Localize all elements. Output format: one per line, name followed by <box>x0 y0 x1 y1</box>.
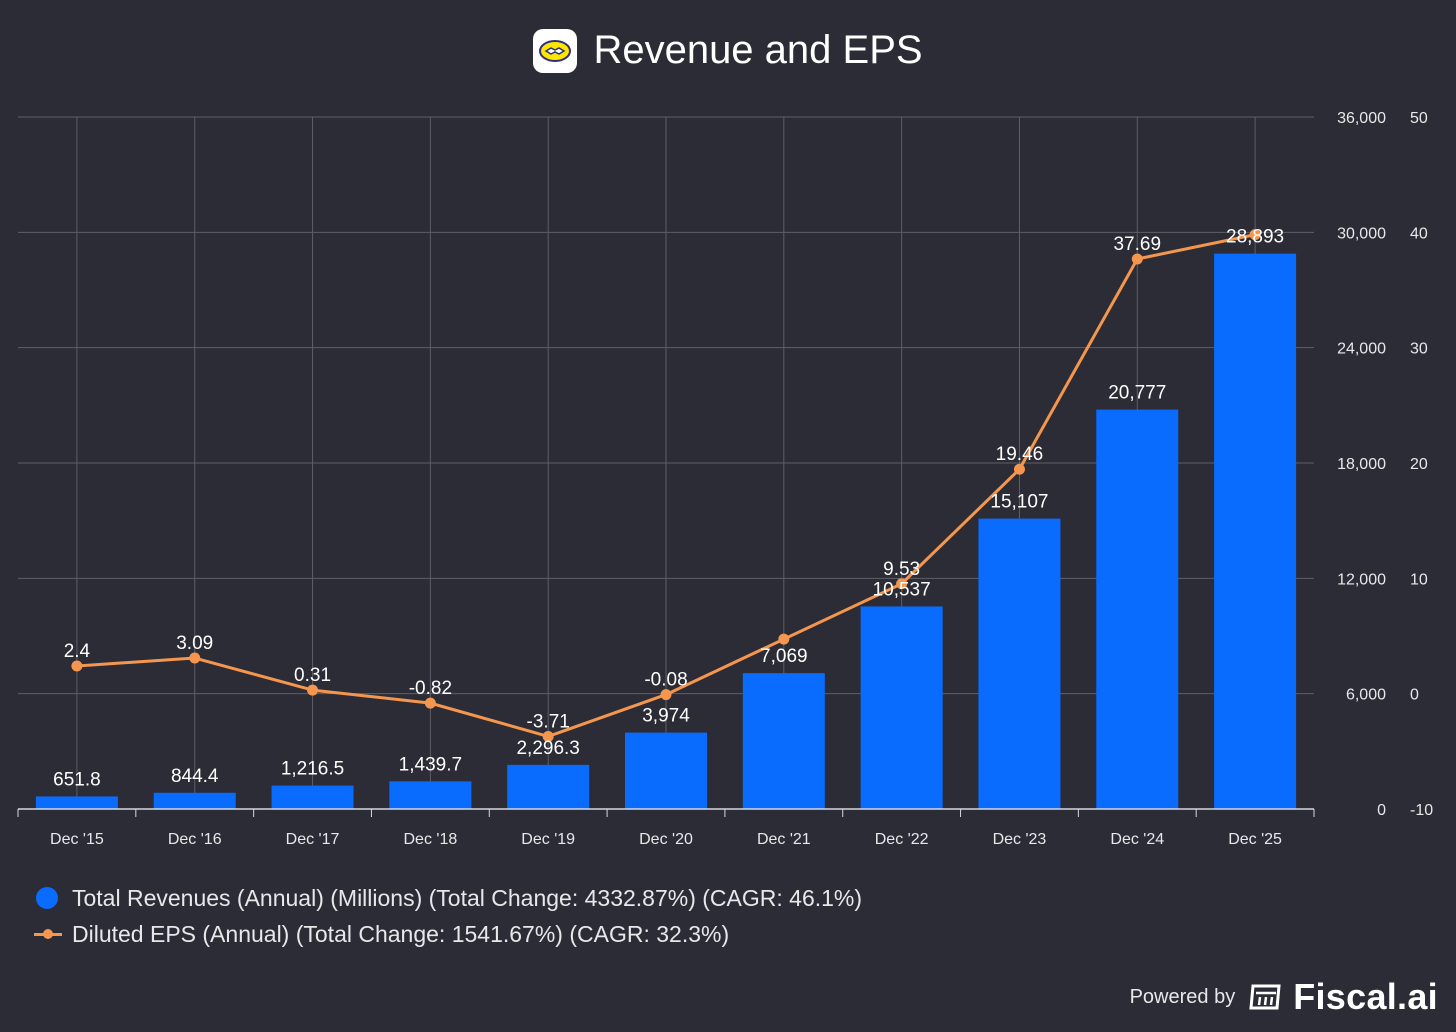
x-tick-label: Dec '21 <box>757 831 811 848</box>
eps-point <box>1249 229 1261 241</box>
x-tick-label: Dec '20 <box>639 831 693 848</box>
revenue-eps-chart: 0 6,000 12,000 18,000 24,000 30,000 36,000 -10 0… <box>17 110 1433 848</box>
legend-item-eps[interactable]: Diluted EPS (Annual) (Total Change: 1541… <box>34 916 862 952</box>
y-right-tick-label: 50 <box>1410 110 1428 127</box>
revenue-bar <box>1096 409 1179 809</box>
eps-point <box>307 684 319 696</box>
legend-item-revenues[interactable]: Total Revenues (Annual) (Millions) (Tota… <box>34 880 862 916</box>
x-tick-label: Dec '16 <box>168 831 222 848</box>
eps-data-label: 3.09 <box>176 633 213 654</box>
eps-point <box>424 697 436 709</box>
legend-swatch-line-icon <box>34 928 62 939</box>
y-left-tick-label: 12,000 <box>1337 571 1386 588</box>
y-left-tick-label: 36,000 <box>1337 110 1386 127</box>
eps-point <box>896 578 908 590</box>
eps-data-label: 0.31 <box>294 665 331 686</box>
eps-point <box>71 660 83 672</box>
revenue-bar <box>742 673 825 809</box>
y-right-tick-label: 20 <box>1410 456 1428 473</box>
revenue-bar <box>153 792 236 809</box>
eps-point <box>189 652 201 664</box>
legend-label-revenues: Total Revenues (Annual) (Millions) (Tota… <box>72 884 863 911</box>
y-left-tick-label: 6,000 <box>1346 687 1386 704</box>
revenue-bar <box>507 764 590 809</box>
x-tick-label: Dec '23 <box>993 831 1047 848</box>
revenue-data-label: 20,777 <box>1108 383 1166 404</box>
eps-point <box>660 689 672 701</box>
fiscal-logo-icon <box>1249 984 1281 1010</box>
revenue-bar <box>271 785 354 809</box>
company-logo-icon <box>533 28 578 73</box>
footer-attribution: Powered by Fiscal.ai <box>1130 976 1438 1018</box>
revenue-bar <box>389 781 472 809</box>
eps-data-label: 19.46 <box>996 444 1044 465</box>
x-tick-label: Dec '25 <box>1228 831 1282 848</box>
eps-data-label: 37.69 <box>1113 234 1161 255</box>
chart-legend: Total Revenues (Annual) (Millions) (Tota… <box>34 880 862 952</box>
eps-point <box>542 730 554 742</box>
x-tick-label: Dec '22 <box>875 831 929 848</box>
legend-label-eps: Diluted EPS (Annual) (Total Change: 1541… <box>72 920 730 947</box>
x-tick-label: Dec '19 <box>521 831 575 848</box>
eps-data-label: -3.71 <box>527 711 570 732</box>
revenue-data-label: 2,296.3 <box>516 738 579 759</box>
y-left-tick-label: 30,000 <box>1337 225 1386 242</box>
eps-point <box>1131 253 1143 265</box>
revenue-data-label: 3,974 <box>642 706 690 727</box>
revenue-data-label: 651.8 <box>53 769 101 790</box>
y-left-tick-label: 0 <box>1377 802 1386 819</box>
y-right-tick-label: 10 <box>1410 571 1428 588</box>
y-left-tick-label: 18,000 <box>1337 456 1386 473</box>
y-right-tick-label: 40 <box>1410 225 1428 242</box>
x-tick-label: Dec '24 <box>1110 831 1164 848</box>
eps-data-label: -0.82 <box>409 678 452 699</box>
y-right-tick-label: -10 <box>1410 802 1433 819</box>
eps-data-label: 2.4 <box>64 641 91 662</box>
revenue-data-label: 28,893 <box>1226 227 1284 248</box>
eps-data-label: 9.53 <box>883 559 920 580</box>
y-right-tick-label: 0 <box>1410 687 1419 704</box>
eps-point <box>1013 463 1025 475</box>
revenue-bar <box>625 732 707 809</box>
x-tick-label: Dec '15 <box>50 831 104 848</box>
chart-title-group: Revenue and EPS <box>0 28 1456 73</box>
revenue-bar <box>978 518 1061 809</box>
revenue-data-label: 844.4 <box>171 766 219 787</box>
legend-swatch-circle-icon <box>36 887 58 909</box>
revenue-bar <box>860 606 943 809</box>
brand-name: Fiscal.ai <box>1293 976 1438 1017</box>
x-tick-label: Dec '17 <box>286 831 340 848</box>
x-tick-label: Dec '18 <box>403 831 457 848</box>
revenue-bar <box>1214 253 1297 810</box>
revenue-data-label: 1,216.5 <box>281 759 344 780</box>
revenue-bar <box>35 796 118 809</box>
y-right-tick-label: 30 <box>1410 341 1428 358</box>
revenue-data-label: 10,537 <box>873 579 931 600</box>
revenue-data-label: 7,069 <box>760 646 808 667</box>
eps-data-label: -0.08 <box>644 670 687 691</box>
revenue-data-label: 15,107 <box>990 492 1048 513</box>
chart-title: Revenue and EPS <box>593 28 923 72</box>
y-left-tick-label: 24,000 <box>1337 341 1386 358</box>
powered-by-label: Powered by <box>1129 985 1236 1008</box>
revenue-data-label: 1,439.7 <box>399 754 462 775</box>
eps-point <box>778 633 790 645</box>
